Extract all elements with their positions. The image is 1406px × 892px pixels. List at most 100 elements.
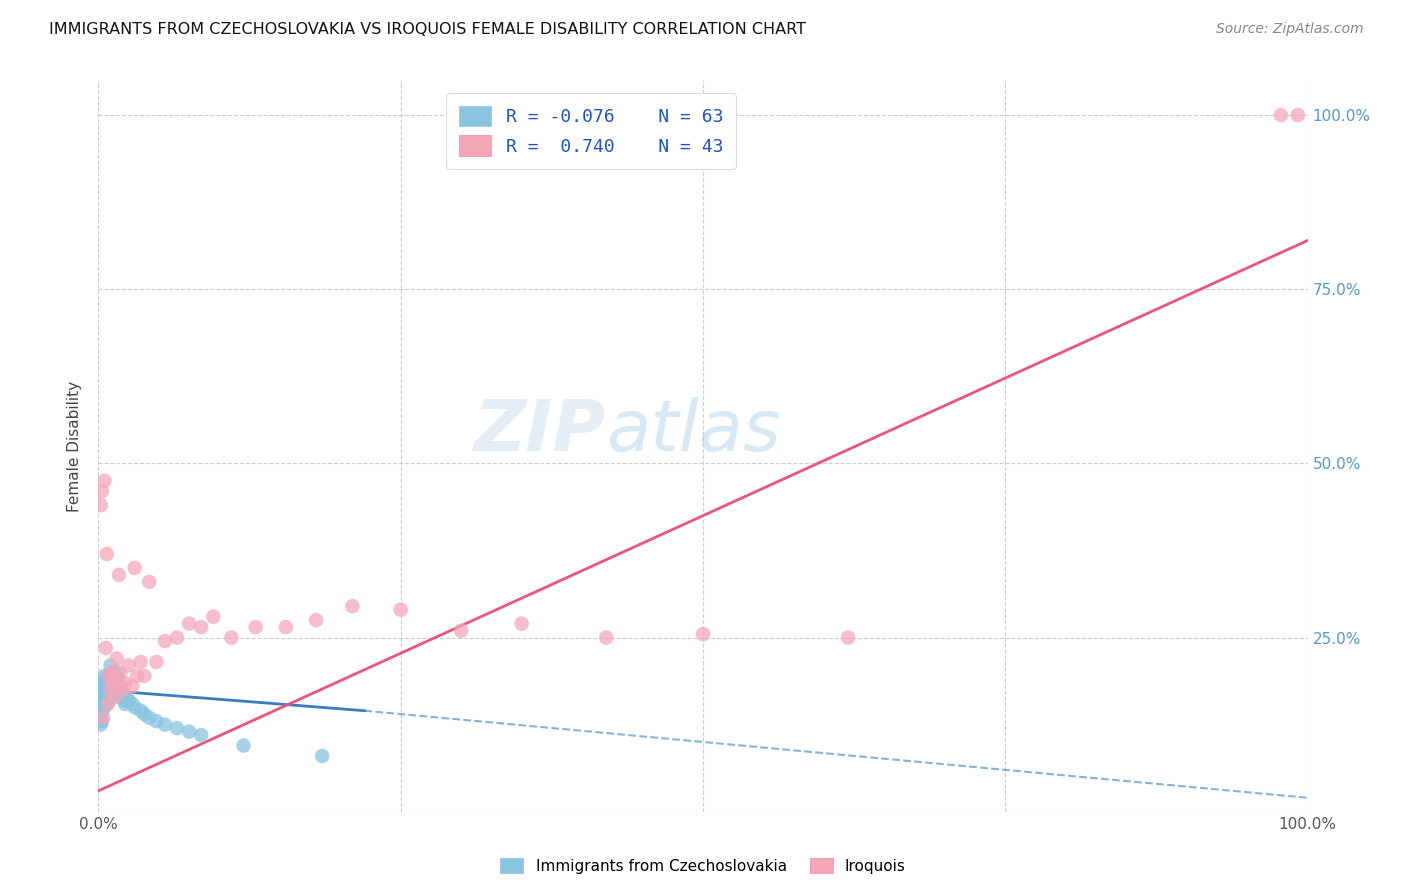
Point	[93, 690, 115, 704]
Text: ZIP: ZIP	[474, 397, 606, 466]
Point	[221, 631, 243, 645]
Point	[90, 717, 112, 731]
Point	[595, 631, 617, 645]
Point	[100, 686, 122, 700]
Point	[153, 634, 176, 648]
Point	[100, 673, 122, 687]
Point	[100, 665, 122, 680]
Point	[104, 676, 127, 690]
Point	[134, 707, 156, 722]
Point	[342, 599, 364, 614]
Point	[107, 673, 129, 687]
Point	[108, 682, 131, 697]
Point	[94, 682, 117, 697]
Point	[100, 658, 122, 673]
Point	[190, 728, 212, 742]
Point	[97, 697, 120, 711]
Legend: R = -0.076    N = 63, R =  0.740    N = 43: R = -0.076 N = 63, R = 0.740 N = 43	[446, 93, 735, 169]
Point	[100, 690, 122, 704]
Point	[100, 682, 122, 697]
Point	[104, 690, 127, 704]
Point	[110, 686, 132, 700]
Point	[114, 697, 136, 711]
Point	[145, 655, 167, 669]
Point	[100, 676, 122, 690]
Point	[107, 686, 129, 700]
Point	[166, 631, 188, 645]
Point	[96, 686, 118, 700]
Point	[837, 631, 859, 645]
Point	[114, 676, 136, 690]
Point	[121, 697, 143, 711]
Point	[97, 679, 120, 693]
Point	[91, 711, 114, 725]
Point	[94, 693, 117, 707]
Legend: Immigrants from Czechoslovakia, Iroquois: Immigrants from Czechoslovakia, Iroquois	[495, 852, 911, 880]
Point	[134, 669, 156, 683]
Point	[97, 690, 120, 704]
Point	[179, 724, 201, 739]
Point	[98, 693, 121, 707]
Point	[105, 651, 128, 665]
Point	[90, 690, 112, 704]
Point	[129, 704, 152, 718]
Point	[93, 669, 115, 683]
Point	[90, 707, 112, 722]
Point	[91, 686, 114, 700]
Point	[89, 704, 111, 718]
Point	[124, 561, 146, 575]
Point	[89, 693, 111, 707]
Point	[1286, 108, 1309, 122]
Point	[103, 669, 125, 683]
Point	[91, 693, 114, 707]
Point	[129, 655, 152, 669]
Point	[103, 669, 125, 683]
Point	[115, 690, 138, 704]
Point	[108, 665, 131, 680]
Point	[311, 749, 333, 764]
Point	[101, 676, 124, 690]
Point	[245, 620, 267, 634]
Point	[98, 682, 121, 697]
Point	[91, 682, 114, 697]
Point	[105, 665, 128, 680]
Text: atlas: atlas	[606, 397, 780, 466]
Point	[101, 665, 124, 680]
Point	[124, 700, 146, 714]
Point	[202, 609, 225, 624]
Point	[145, 714, 167, 728]
Point	[93, 700, 115, 714]
Point	[510, 616, 533, 631]
Point	[166, 721, 188, 735]
Point	[105, 679, 128, 693]
Point	[91, 697, 114, 711]
Point	[93, 474, 115, 488]
Point	[91, 676, 114, 690]
Point	[274, 620, 297, 634]
Point	[232, 739, 254, 753]
Point	[153, 717, 176, 731]
Point	[179, 616, 201, 631]
Text: IMMIGRANTS FROM CZECHOSLOVAKIA VS IROQUOIS FEMALE DISABILITY CORRELATION CHART: IMMIGRANTS FROM CZECHOSLOVAKIA VS IROQUO…	[49, 22, 806, 37]
Point	[118, 693, 141, 707]
Point	[96, 676, 118, 690]
Point	[103, 682, 125, 697]
Point	[1270, 108, 1292, 122]
Point	[111, 690, 134, 704]
Point	[91, 704, 114, 718]
Point	[94, 673, 117, 687]
Point	[138, 711, 160, 725]
Point	[98, 669, 121, 683]
Text: Source: ZipAtlas.com: Source: ZipAtlas.com	[1216, 22, 1364, 37]
Point	[127, 669, 149, 683]
Point	[118, 658, 141, 673]
Point	[389, 603, 412, 617]
Point	[108, 679, 131, 693]
Point	[121, 679, 143, 693]
Point	[305, 613, 328, 627]
Point	[101, 679, 124, 693]
Point	[108, 567, 131, 582]
Point	[91, 714, 114, 728]
Point	[138, 574, 160, 589]
Point	[96, 547, 118, 561]
